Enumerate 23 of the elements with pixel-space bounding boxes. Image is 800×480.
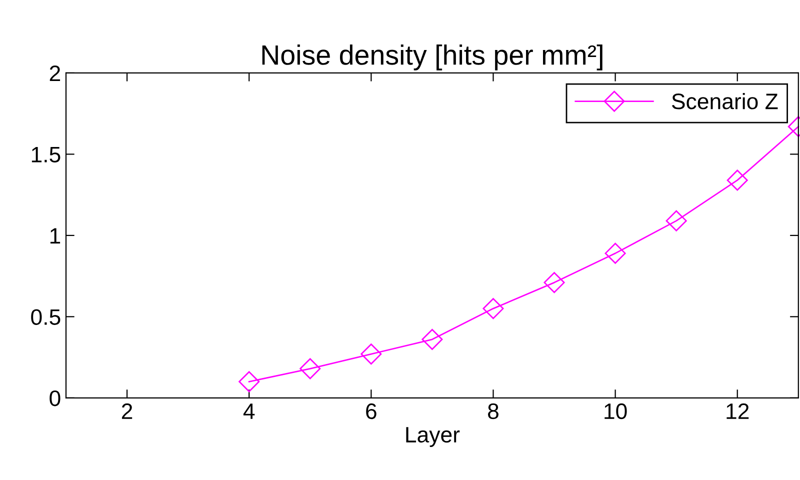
point <box>300 358 321 380</box>
x-tick-label: 4 <box>243 404 255 419</box>
point <box>666 210 687 232</box>
y-tick-label: 0.5 <box>31 309 60 325</box>
x-tick-label: 12 <box>726 403 749 419</box>
point <box>544 272 565 294</box>
y-tick-label: 1 <box>50 228 60 244</box>
legend-label: Scenario Z <box>672 92 778 110</box>
chart-title: Noise density [hits per mm²] <box>262 44 602 70</box>
x-tick-label: 6 <box>366 403 376 420</box>
x-tick-label: 10 <box>604 403 627 420</box>
y-tick-label: 2 <box>50 65 60 82</box>
x-tick-label: 8 <box>488 403 498 420</box>
point <box>360 344 382 365</box>
point <box>726 170 748 191</box>
point <box>422 328 443 350</box>
point <box>604 242 626 264</box>
y-tick-label: 1.5 <box>32 146 60 162</box>
x-axis-title: Layer <box>406 427 460 447</box>
x-tick-label: 2 <box>122 403 132 419</box>
point <box>238 371 260 392</box>
point <box>482 298 504 320</box>
y-tick-label: 0 <box>50 390 60 406</box>
